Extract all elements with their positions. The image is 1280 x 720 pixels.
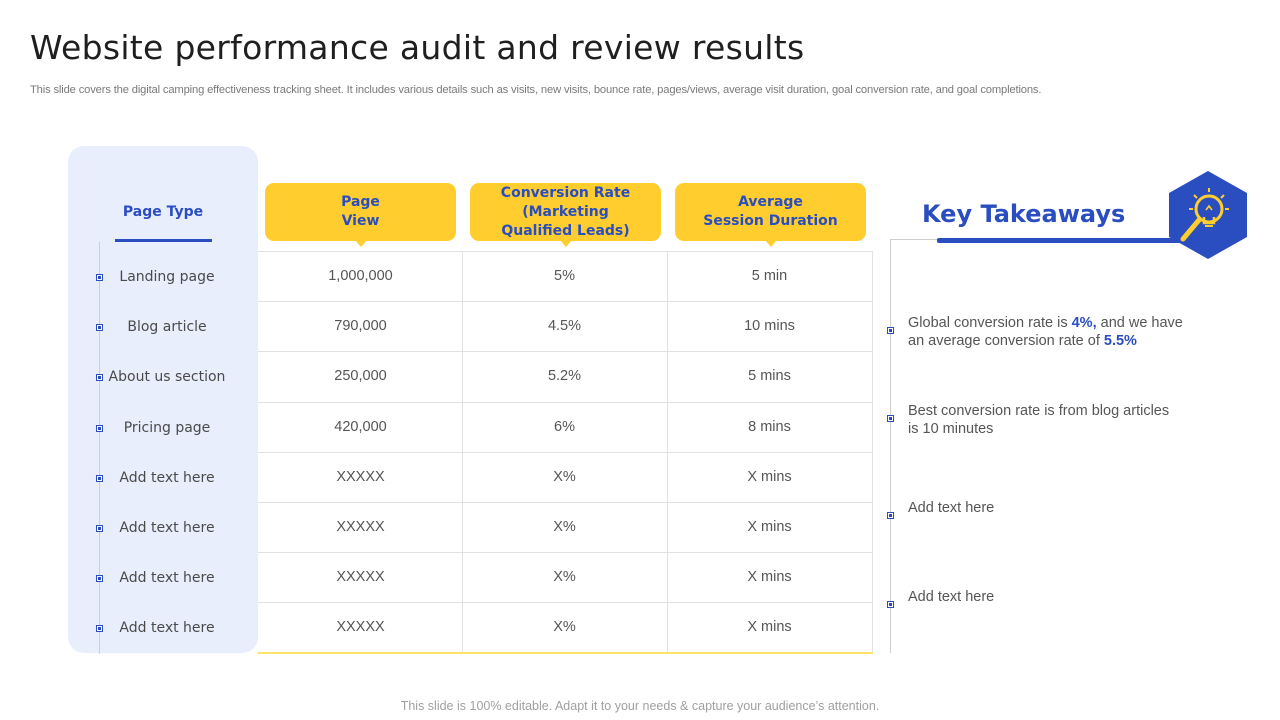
- slide-title: Website performance audit and review res…: [30, 28, 805, 67]
- table-cell-session-duration: X mins: [747, 569, 792, 586]
- column-header-line: Session Duration: [703, 213, 838, 229]
- table-row-divider: [258, 552, 873, 553]
- table-bottom-border: [258, 652, 873, 654]
- table-cell-page-view: XXXXX: [336, 619, 385, 636]
- column-header-page-view: Page View: [265, 183, 456, 247]
- row-bullet-icon: [96, 274, 103, 281]
- row-bullet-icon: [96, 525, 103, 532]
- row-label: About us section: [108, 369, 226, 386]
- table-cell-page-view: 420,000: [334, 418, 387, 435]
- row-bullet-icon: [96, 575, 103, 583]
- table-cell-page-view: XXXXX: [336, 519, 385, 535]
- column-header-line: Page: [341, 194, 380, 210]
- table-cell-session-duration: 5 mins: [748, 368, 791, 385]
- takeaway-item: Global conversion rate is 4%, and we hav…: [908, 314, 1183, 350]
- table-cell-conversion-rate: X%: [553, 468, 576, 485]
- table-row-divider: [258, 502, 873, 503]
- table-cell-conversion-rate: X%: [553, 619, 576, 636]
- takeaway-item: Add text here: [908, 589, 995, 605]
- highlight-value: 4%,: [1071, 315, 1097, 331]
- table-cell-session-duration: X mins: [747, 619, 792, 636]
- column-header-line: Qualified Leads): [501, 222, 630, 239]
- slide-footer: This slide is 100% editable. Adapt it to…: [400, 699, 880, 713]
- row-label: Pricing page: [123, 419, 211, 436]
- row-bullet-icon: [96, 625, 103, 633]
- lightbulb-magnifier-icon: [1169, 171, 1247, 259]
- left-connector-line: [99, 242, 100, 654]
- column-header-line: (Marketing: [522, 203, 609, 220]
- slide-subtitle: This slide covers the digital camping ef…: [30, 84, 1042, 96]
- table-row-divider: [258, 301, 873, 302]
- row-label: Add text here: [119, 570, 215, 587]
- row-label: Add text here: [119, 520, 215, 536]
- row-label: Landing page: [119, 269, 215, 285]
- takeaway-text: Global conversion rate is: [908, 315, 1072, 331]
- table-cell-conversion-rate: 4.5%: [547, 318, 582, 335]
- row-label: Add text here: [119, 469, 215, 486]
- table-cell-conversion-rate: 5.2%: [547, 368, 582, 385]
- table-cell-page-view: XXXXX: [336, 468, 385, 485]
- table-cell-page-view: 250,000: [334, 368, 387, 385]
- takeaway-item: Best conversion rate is from blog articl…: [908, 403, 1170, 437]
- row-bullet-icon: [96, 374, 103, 382]
- row-bullet-icon: [96, 424, 103, 432]
- takeaway-bullet-icon: [887, 327, 894, 334]
- table-row-divider: [258, 602, 873, 603]
- key-takeaways-title: Key Takeaways: [922, 200, 1126, 228]
- takeaway-bullet-icon: [887, 601, 894, 608]
- column-header-line: Conversion Rate: [500, 184, 631, 201]
- page-type-header: Page Type: [122, 204, 204, 220]
- takeaways-connector: [890, 239, 938, 240]
- table-cell-session-duration: X mins: [747, 468, 792, 485]
- table-cell-page-view: XXXXX: [336, 569, 385, 586]
- row-label: Add text here: [119, 620, 215, 637]
- takeaways-connector-vertical: [890, 239, 891, 653]
- table-cell-session-duration: 10 mins: [744, 318, 795, 335]
- column-header-session-duration: Average Session Duration: [675, 183, 866, 247]
- table-row-divider: [258, 402, 873, 403]
- takeaway-bullet-icon: [887, 512, 894, 519]
- table-cell-conversion-rate: X%: [553, 569, 576, 586]
- table-cell-session-duration: 8 mins: [748, 418, 791, 435]
- key-takeaways-underline: [937, 238, 1187, 243]
- table-cell-session-duration: 5 min: [751, 268, 788, 284]
- highlight-value: 5.5%: [1103, 333, 1137, 349]
- takeaway-text: and we have an average conversion rate o…: [908, 315, 1183, 349]
- column-header-line: View: [341, 213, 380, 229]
- table-cell-page-view: 790,000: [334, 318, 387, 335]
- table-cell-conversion-rate: X%: [553, 519, 576, 535]
- table-row-divider: [258, 351, 873, 352]
- takeaway-bullet-icon: [887, 415, 894, 422]
- column-header-conversion-rate: Conversion Rate (Marketing Qualified Lea…: [470, 183, 661, 247]
- table-row-divider: [258, 452, 873, 453]
- table-cell-conversion-rate: 5%: [554, 268, 575, 284]
- row-label: Blog article: [127, 319, 207, 336]
- page-type-underline: [115, 239, 212, 242]
- takeaway-item: Add text here: [908, 500, 995, 516]
- column-header-line: Average: [738, 194, 803, 210]
- row-bullet-icon: [96, 474, 103, 482]
- table-cell-page-view: 1,000,000: [328, 268, 393, 284]
- table-cell-session-duration: X mins: [747, 519, 792, 535]
- table-cell-conversion-rate: 6%: [554, 418, 575, 435]
- row-bullet-icon: [96, 324, 103, 332]
